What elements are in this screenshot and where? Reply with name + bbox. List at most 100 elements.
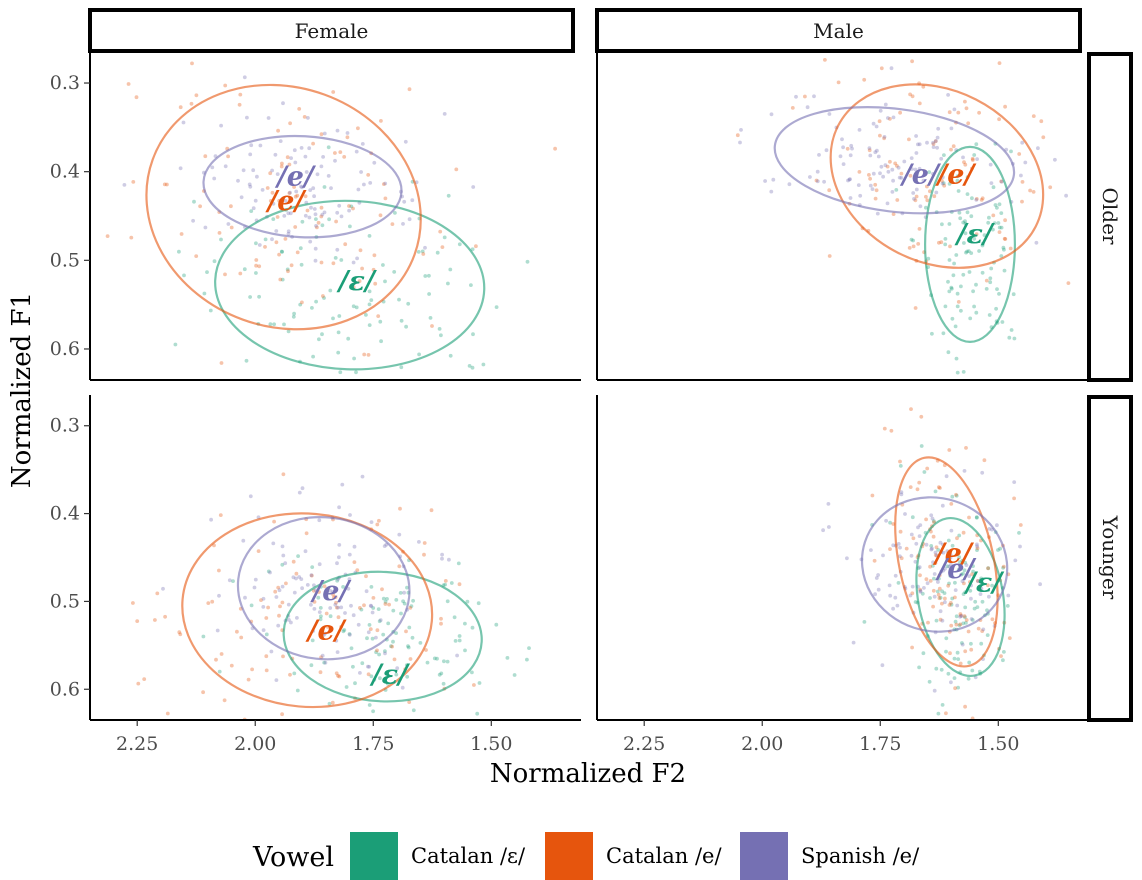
- data-point: [857, 127, 862, 132]
- data-point: [182, 273, 186, 278]
- data-point: [398, 591, 403, 595]
- data-point: [334, 219, 338, 224]
- data-point: [527, 646, 531, 650]
- data-point: [878, 108, 883, 113]
- data-point: [1066, 281, 1071, 285]
- data-point: [248, 152, 253, 157]
- data-point: [977, 390, 981, 394]
- data-point: [962, 614, 967, 618]
- data-point: [369, 585, 374, 589]
- data-point: [921, 651, 926, 656]
- data-point: [845, 146, 850, 151]
- data-point: [883, 163, 888, 168]
- data-point: [322, 296, 326, 300]
- data-point: [909, 237, 914, 242]
- data-point: [423, 245, 427, 250]
- data-point: [406, 301, 411, 306]
- data-point: [334, 600, 338, 605]
- data-point: [321, 155, 325, 159]
- data-point: [390, 644, 394, 649]
- data-point: [955, 536, 959, 541]
- data-point: [1002, 236, 1007, 241]
- data-point: [249, 209, 254, 214]
- data-point: [917, 534, 922, 538]
- x-tick-label: 1.75: [352, 733, 394, 755]
- data-point: [969, 647, 974, 652]
- data-point: [457, 638, 462, 643]
- data-point: [337, 543, 342, 547]
- data-point: [968, 588, 973, 593]
- data-point: [335, 578, 340, 583]
- data-point: [239, 635, 244, 640]
- data-point: [939, 569, 944, 574]
- data-point: [927, 170, 932, 175]
- data-point: [371, 606, 376, 610]
- data-point: [286, 329, 291, 334]
- data-point: [353, 681, 357, 686]
- data-point: [955, 174, 960, 179]
- data-point: [932, 594, 937, 599]
- data-point: [276, 623, 281, 628]
- data-point: [949, 126, 954, 131]
- data-point: [177, 630, 182, 635]
- data-point: [391, 639, 395, 644]
- data-point: [1031, 190, 1036, 194]
- data-point: [787, 182, 792, 187]
- data-point: [309, 205, 313, 210]
- data-point: [423, 274, 428, 278]
- data-point: [242, 75, 247, 80]
- data-point: [285, 267, 290, 272]
- panel-male-older: /e//e/ /ɛ/: [735, 58, 1071, 394]
- data-point: [505, 656, 510, 660]
- data-point: [365, 636, 369, 641]
- data-point: [283, 237, 288, 241]
- data-point: [383, 602, 388, 606]
- data-point: [949, 602, 954, 607]
- data-point: [268, 199, 273, 203]
- data-point: [244, 358, 249, 363]
- data-point: [867, 148, 872, 153]
- data-point: [229, 204, 233, 209]
- data-point: [963, 560, 968, 565]
- data-point: [280, 584, 285, 589]
- data-point: [998, 546, 1002, 551]
- ellipse-spanish-e-: [202, 134, 403, 239]
- data-point: [281, 553, 286, 558]
- data-point: [410, 198, 415, 203]
- data-point: [969, 596, 973, 601]
- data-point: [449, 581, 454, 585]
- data-point: [470, 365, 475, 370]
- data-point: [817, 153, 821, 157]
- data-point: [969, 583, 973, 588]
- data-point: [1001, 565, 1005, 570]
- data-point: [824, 148, 829, 153]
- data-point: [939, 156, 944, 161]
- data-point: [401, 222, 405, 226]
- data-point: [913, 167, 918, 172]
- data-point: [978, 592, 983, 596]
- data-point: [411, 708, 416, 713]
- data-point: [815, 179, 820, 184]
- data-point: [311, 354, 315, 359]
- data-point: [868, 176, 872, 181]
- data-point: [954, 622, 959, 627]
- data-point: [967, 515, 971, 520]
- data-point: [950, 316, 955, 321]
- vowel-label: /e/: [934, 554, 977, 585]
- data-point: [337, 674, 342, 679]
- data-point: [924, 517, 928, 522]
- data-point: [957, 623, 962, 628]
- data-point: [984, 278, 989, 283]
- data-point: [1001, 564, 1006, 569]
- data-point: [338, 370, 343, 375]
- data-point: [862, 620, 867, 624]
- data-point: [362, 352, 367, 357]
- data-point: [827, 525, 831, 529]
- data-point: [328, 588, 332, 593]
- data-point: [264, 654, 269, 659]
- data-point: [271, 201, 276, 206]
- data-point: [448, 353, 453, 358]
- data-point: [416, 250, 421, 254]
- data-point: [967, 574, 971, 578]
- data-point: [366, 173, 371, 177]
